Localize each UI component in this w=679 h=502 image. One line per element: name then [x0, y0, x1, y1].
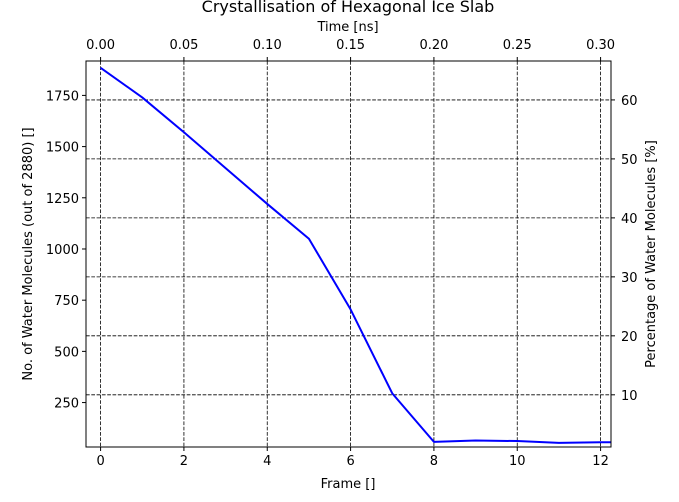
x-tick-label: 4	[263, 454, 271, 469]
top-x-tick-label: 0.00	[86, 38, 115, 53]
right-y-tick-label: 10	[621, 389, 638, 404]
top-x-tick-label: 0.20	[419, 38, 448, 53]
y-tick-label: 750	[54, 294, 79, 309]
y-tick-label: 1500	[46, 141, 79, 156]
left-ticks: 250 500 750 1000 1250 1500 1750	[46, 89, 86, 412]
line-group	[99, 66, 611, 444]
top-x-tick-label: 0.10	[253, 38, 282, 53]
grid-group	[86, 61, 611, 447]
top-ticks: 0.00 0.05 0.10 0.15 0.20 0.25 0.30	[86, 38, 615, 61]
top-x-tick-label: 0.25	[503, 38, 532, 53]
x-tick-label: 6	[346, 454, 354, 469]
top-x-axis-label: Time [ns]	[316, 20, 378, 35]
right-y-tick-label: 40	[621, 212, 638, 227]
bottom-ticks: 0 2 4 6 8 10 12	[96, 447, 609, 469]
plot-frame	[85, 60, 612, 448]
x-tick-label: 8	[430, 454, 438, 469]
y-tick-label: 250	[54, 397, 79, 412]
x-axis-label: Frame []	[321, 477, 376, 492]
top-x-tick-label: 0.30	[586, 38, 615, 53]
top-x-tick-label: 0.05	[169, 38, 198, 53]
right-y-axis-label: Percentage of Water Molecules [%]	[644, 140, 659, 368]
x-tick-label: 12	[592, 454, 609, 469]
top-x-tick-label: 0.15	[336, 38, 365, 53]
x-tick-label: 0	[96, 454, 104, 469]
y-tick-label: 1250	[46, 192, 79, 207]
right-y-tick-label: 60	[621, 94, 638, 109]
y-tick-label: 1000	[46, 243, 79, 258]
x-tick-label: 10	[509, 454, 526, 469]
series-line	[99, 66, 611, 444]
right-y-tick-label: 20	[621, 330, 638, 345]
right-y-tick-label: 50	[621, 153, 638, 168]
right-y-tick-label: 30	[621, 271, 638, 286]
x-tick-label: 2	[180, 454, 188, 469]
y-tick-label: 500	[54, 345, 79, 360]
chart-title: Crystallisation of Hexagonal Ice Slab	[202, 0, 495, 16]
y-axis-label: No. of Water Molecules (out of 2880) []	[21, 127, 36, 380]
y-tick-label: 1750	[46, 89, 79, 104]
right-ticks: 10 20 30 40 50 60	[611, 94, 638, 404]
